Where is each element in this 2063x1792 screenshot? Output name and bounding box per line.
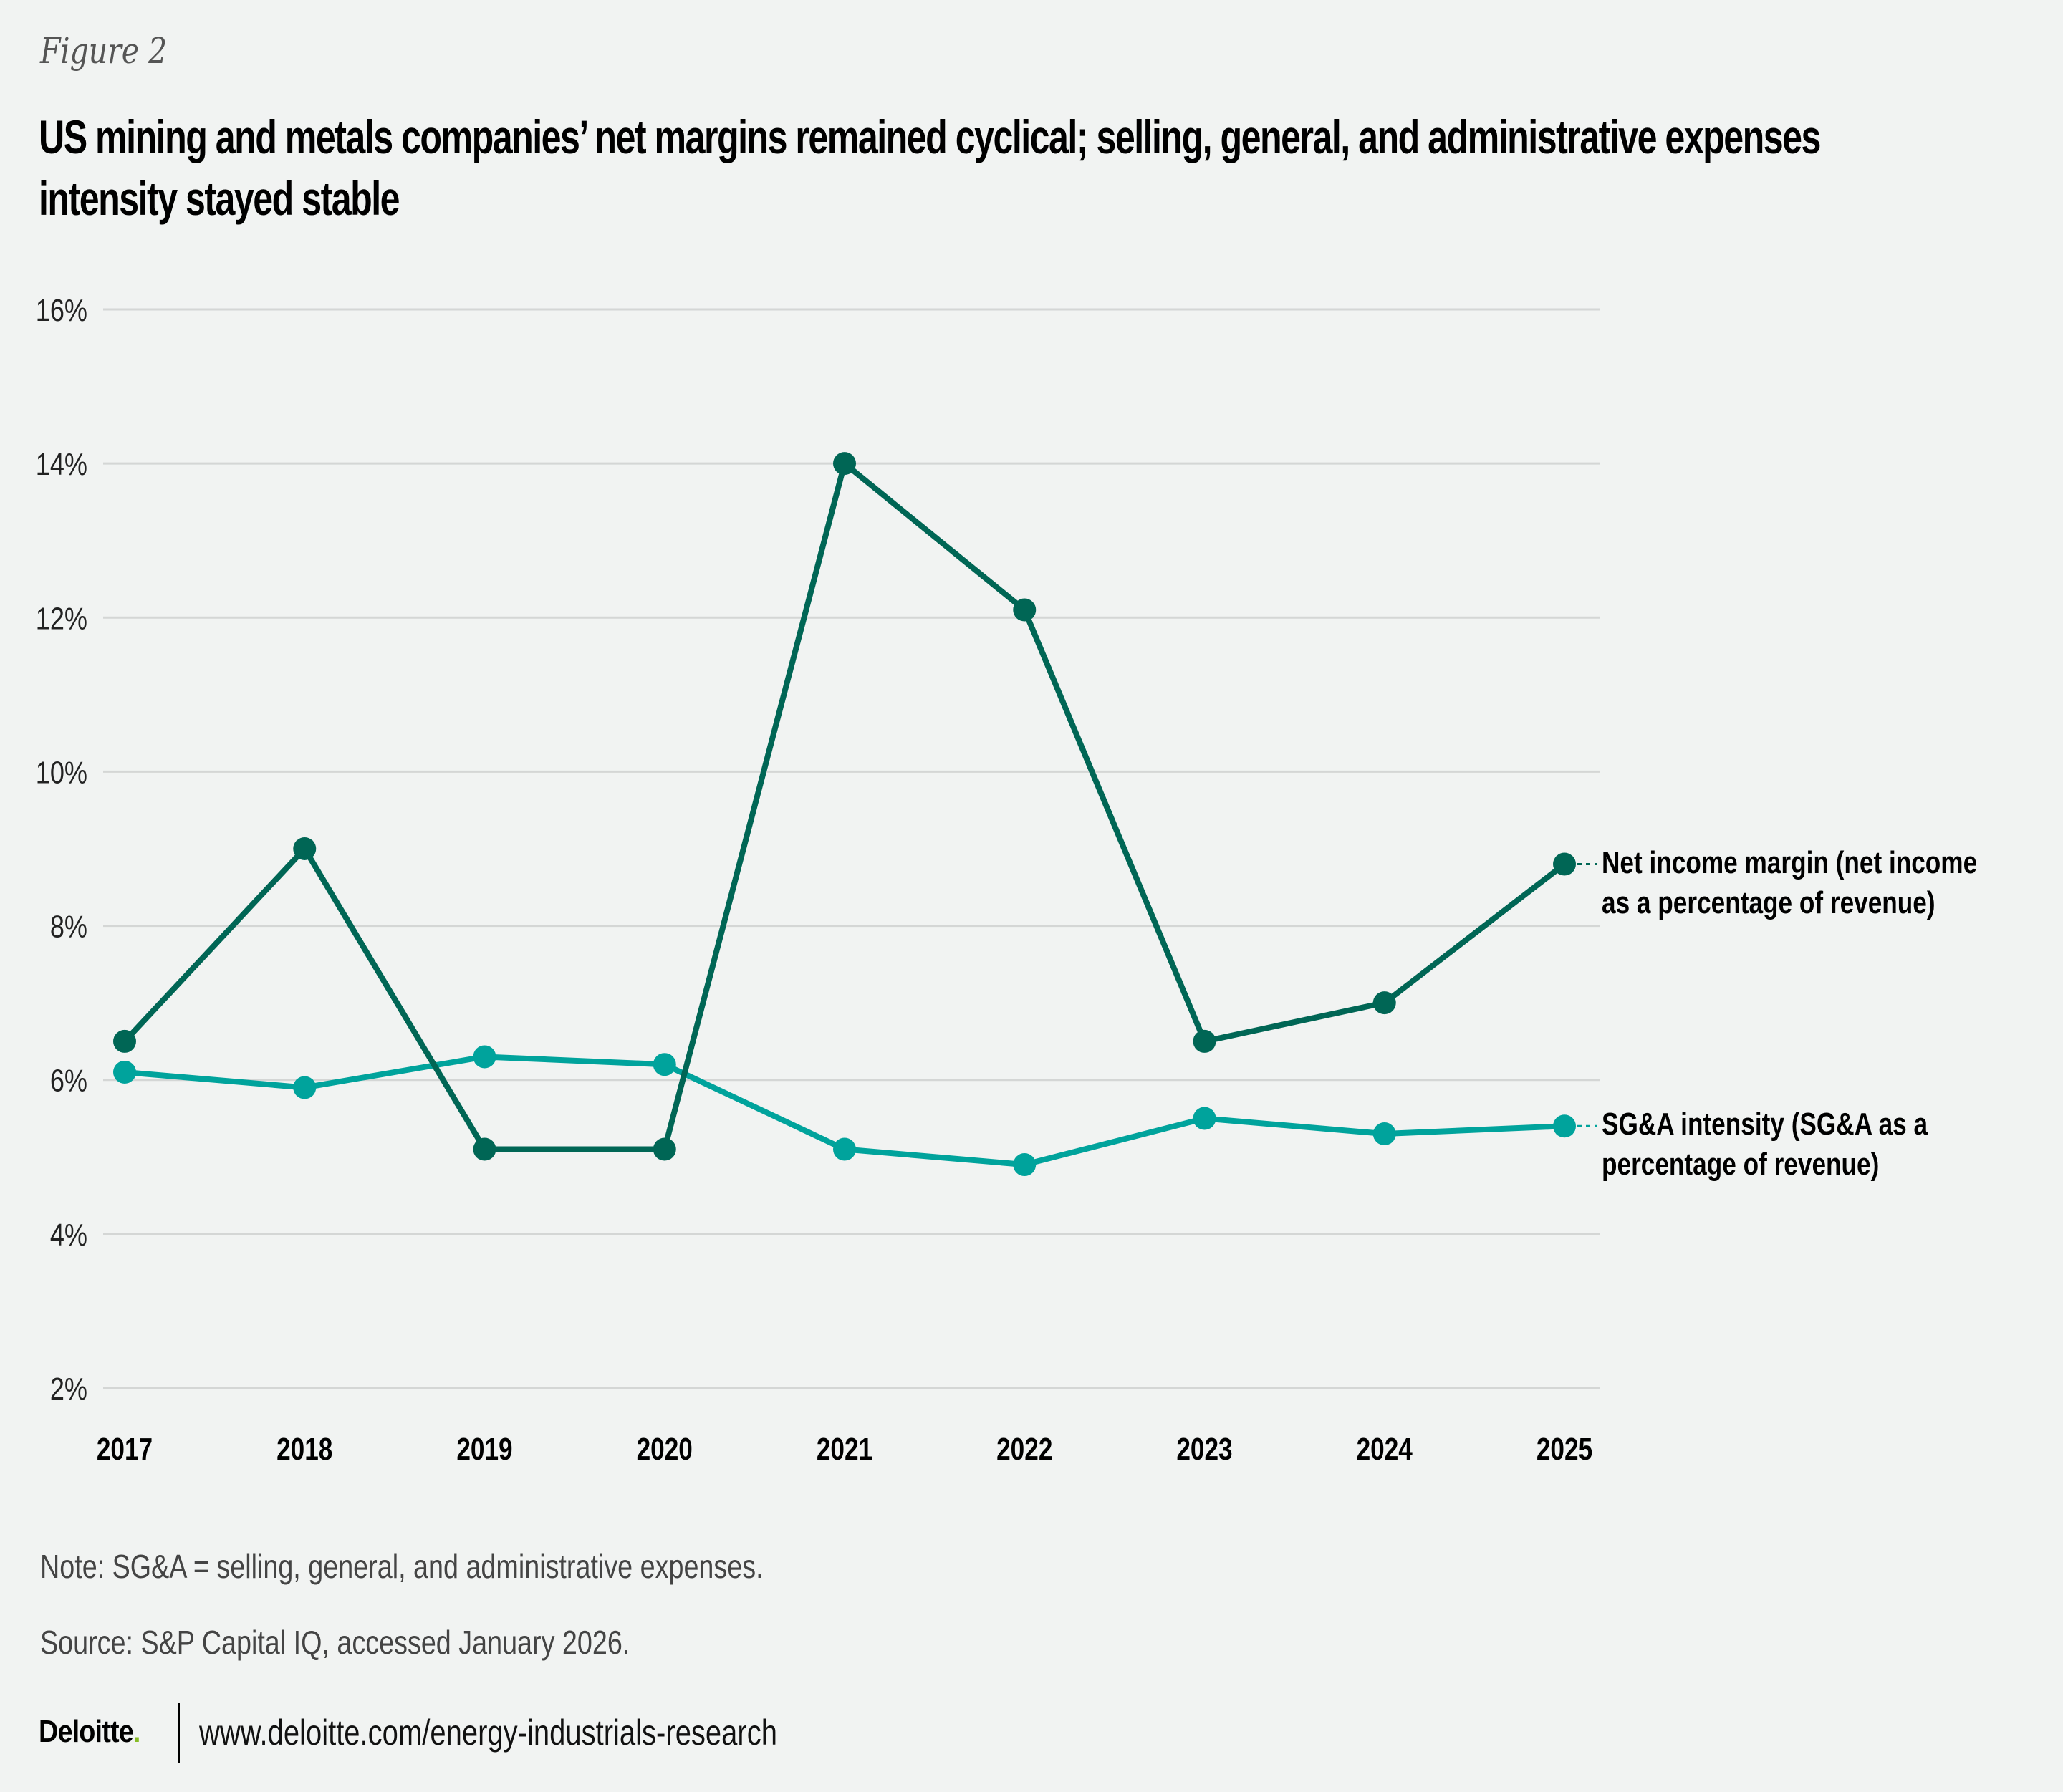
line-chart: 2% 4% 6% 8% 10% 12% 14% 16% 2017 2018 2019 2020 202… (36, 293, 1600, 1467)
footer-url-link[interactable]: www.deloitte.com/energy-industrials-rese… (199, 1712, 777, 1753)
sga-point[interactable] (1553, 1114, 1576, 1138)
legend-label-sga: SG&A intensity (SG&A as a percentage of … (1602, 1107, 1928, 1182)
sga-point[interactable] (473, 1045, 496, 1069)
series-group (113, 452, 1597, 1177)
x-tick-label: 2021 (817, 1432, 872, 1467)
chart-note: Note: SG&A = selling, general, and admin… (40, 1548, 764, 1585)
y-tick-label: 16% (36, 293, 87, 328)
net-income-point[interactable] (113, 1029, 136, 1053)
sga-point[interactable] (293, 1076, 317, 1099)
y-axis-ticks: 2% 4% 6% 8% 10% 12% 14% 16% (36, 293, 87, 1407)
net-income-point[interactable] (653, 1137, 676, 1161)
net-income-point[interactable] (1553, 852, 1576, 876)
y-tick-label: 12% (36, 601, 87, 636)
sga-point[interactable] (1013, 1153, 1037, 1177)
sga-point[interactable] (1193, 1107, 1216, 1130)
x-axis-ticks: 2017 2018 2019 2020 2021 2022 2023 2024 2025 (97, 1432, 1592, 1467)
x-tick-label: 2024 (1357, 1432, 1413, 1467)
x-tick-label: 2022 (996, 1432, 1052, 1467)
footer-divider (178, 1703, 180, 1763)
net-income-point[interactable] (1013, 598, 1037, 622)
net-income-point[interactable] (473, 1137, 496, 1161)
x-tick-label: 2020 (637, 1432, 693, 1467)
net-income-point[interactable] (293, 837, 317, 860)
legend-label-net-income: Net income margin (net income as a perce… (1602, 844, 1978, 920)
y-tick-label: 8% (50, 909, 87, 944)
chart-title: US mining and metals companies’ net marg… (39, 110, 1821, 225)
y-tick-label: 6% (50, 1063, 87, 1098)
x-tick-label: 2023 (1176, 1432, 1232, 1467)
net-income-line (122, 461, 1567, 1152)
x-tick-label: 2018 (276, 1432, 332, 1467)
net-income-point[interactable] (833, 452, 856, 476)
sga-point[interactable] (1372, 1122, 1396, 1146)
x-tick-label: 2019 (456, 1432, 512, 1467)
y-tick-label: 10% (36, 755, 87, 790)
logo-dot-icon: . (133, 1714, 141, 1749)
sga-point[interactable] (113, 1060, 136, 1084)
footer: Deloitte. www.deloitte.com/energy-indust… (39, 1703, 777, 1763)
y-tick-label: 4% (50, 1217, 87, 1252)
net-income-point[interactable] (1372, 991, 1396, 1015)
x-tick-label: 2017 (97, 1432, 153, 1467)
sga-point[interactable] (833, 1137, 856, 1161)
x-tick-label: 2025 (1537, 1432, 1592, 1467)
figure-label: Figure 2 (40, 30, 168, 72)
deloitte-logo: Deloitte. (39, 1714, 140, 1750)
logo-text: Deloitte (39, 1714, 134, 1749)
chart-source: Source: S&P Capital IQ, accessed January… (40, 1624, 630, 1661)
y-tick-label: 14% (36, 447, 87, 482)
y-tick-label: 2% (50, 1372, 87, 1407)
sga-point[interactable] (653, 1053, 676, 1076)
net-income-point[interactable] (1193, 1029, 1216, 1053)
